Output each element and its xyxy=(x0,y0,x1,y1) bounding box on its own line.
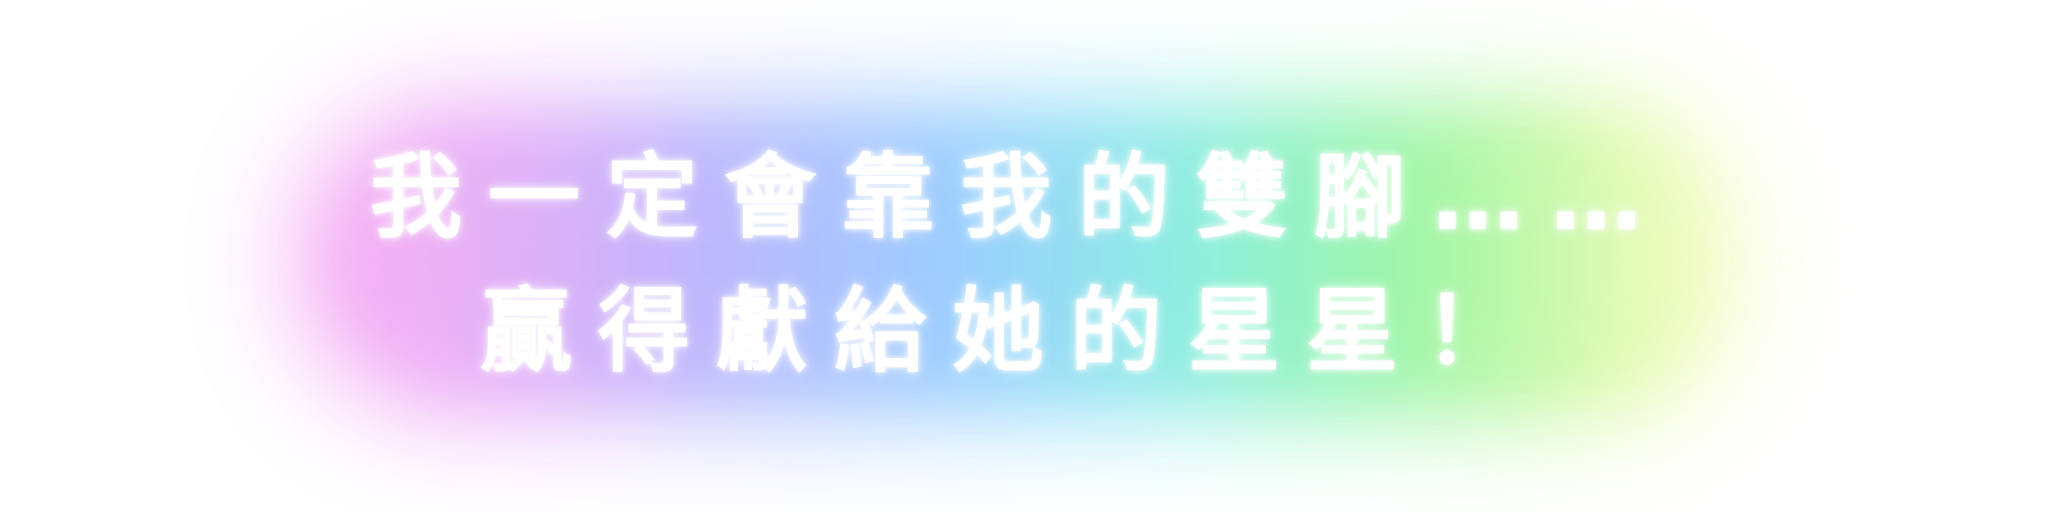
caption-line-1: 我一定會靠我的雙腳…… xyxy=(370,144,1669,251)
rainbow-glow-inner xyxy=(360,140,1690,380)
caption-line-2: 贏得獻給她的星星！ xyxy=(480,278,1543,385)
